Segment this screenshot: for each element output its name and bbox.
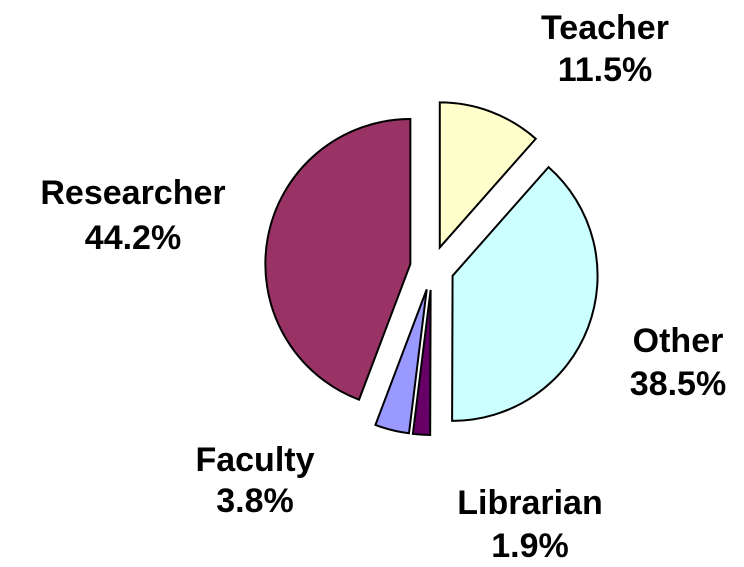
pie-slice	[411, 289, 432, 436]
slice-label: Researcher	[40, 174, 225, 212]
slice-label: Faculty	[195, 441, 314, 479]
slice-value-label: 38.5%	[630, 365, 726, 403]
pie-slice	[438, 101, 538, 251]
slice-label: Other	[633, 322, 724, 360]
slice-value-label: 44.2%	[85, 219, 181, 257]
slice-label: Librarian	[457, 484, 602, 522]
slice-value-label: 11.5%	[558, 51, 653, 89]
slice-label: Teacher	[541, 9, 669, 47]
pie-slice	[264, 118, 412, 401]
pie-slice	[451, 165, 599, 422]
slice-value-label: 1.9%	[491, 527, 569, 565]
slice-value-label: 3.8%	[216, 482, 294, 520]
pie-slice	[374, 289, 428, 435]
